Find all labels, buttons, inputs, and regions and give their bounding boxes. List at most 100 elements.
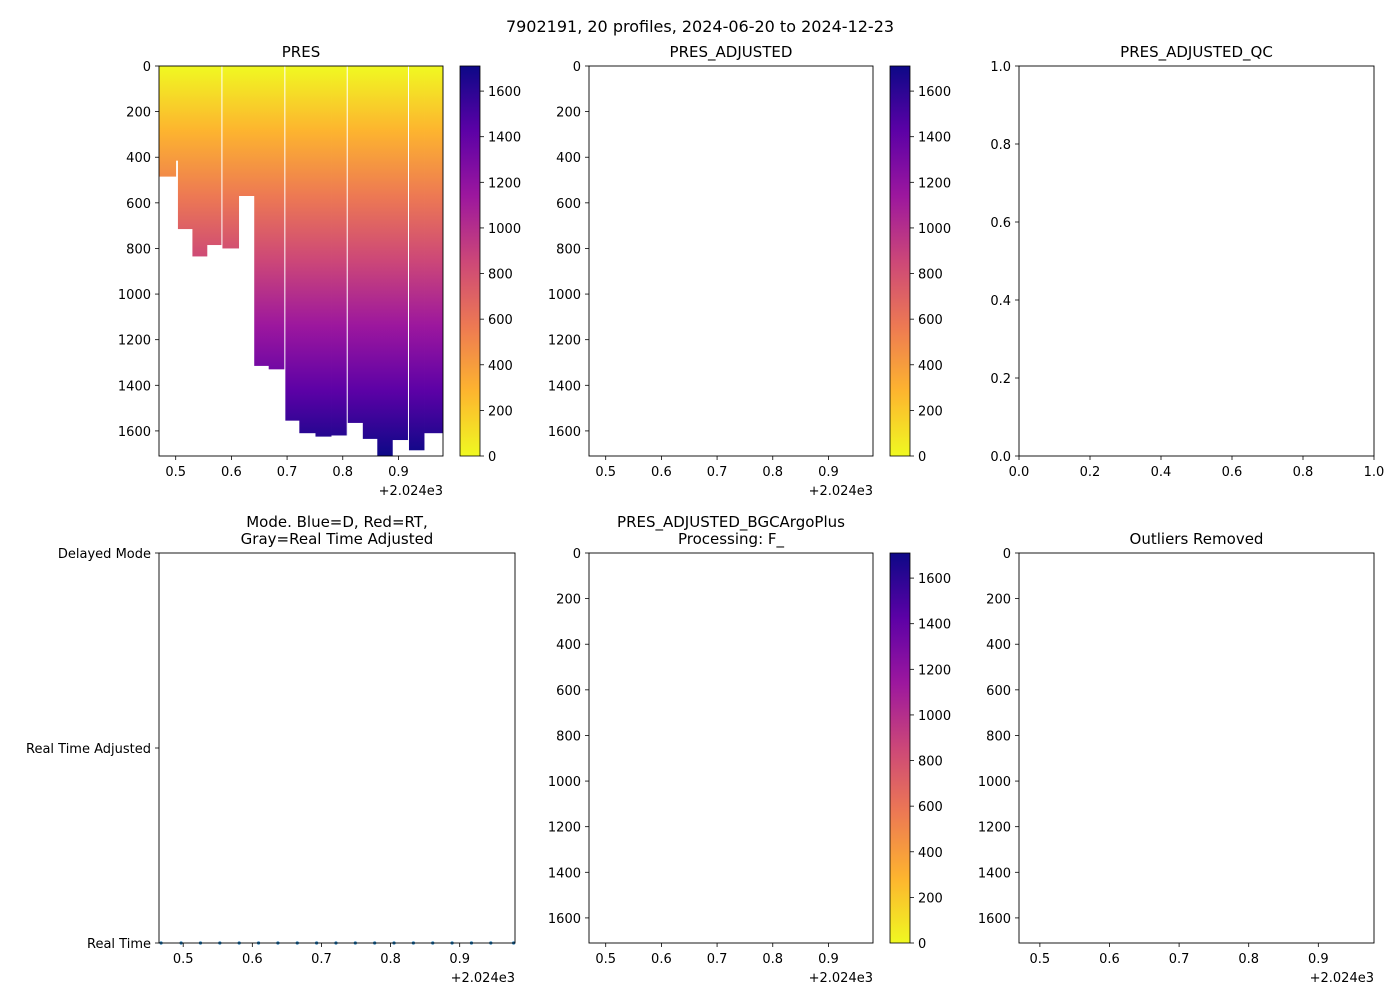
panel-title-line2: Processing: F_ xyxy=(678,530,785,549)
y-tick-label: 800 xyxy=(126,242,151,257)
colorbar-tick-label: 400 xyxy=(488,359,513,374)
profile-column-1 xyxy=(159,66,177,177)
panel-3: 0.0 0.2 0.4 0.6 0.8 1.0 0.0 0.2 0.4 0.6 0.8 1.0 PRES… xyxy=(990,43,1384,480)
colorbar-tick-label: 200 xyxy=(488,404,513,419)
colorbar-tick-label: 800 xyxy=(918,755,943,770)
x-tick-label: 0.9 xyxy=(818,465,839,480)
x-tick-label: 0.6 xyxy=(221,465,242,480)
y-tick-label: 0.2 xyxy=(990,372,1011,387)
x-tick-label: 0.7 xyxy=(277,465,298,480)
x-tick-label: 0.7 xyxy=(1169,952,1190,967)
x-tick-label: 0.6 xyxy=(651,465,672,480)
y-tick-label: 1400 xyxy=(118,379,151,394)
colorbar-tick-label: 1000 xyxy=(488,222,521,237)
profile-column-15 xyxy=(362,66,378,439)
x-tick-label: 0.5 xyxy=(595,465,616,480)
x-tick-label: 0.6 xyxy=(1222,465,1243,480)
x-offset-label: +2.024e3 xyxy=(1310,971,1374,986)
colorbar-tick-label: 1200 xyxy=(918,176,951,191)
figure-suptitle: 7902191, 20 profiles, 2024-06-20 to 2024… xyxy=(506,17,894,36)
profile-column-14 xyxy=(347,66,364,423)
colorbar-tick-label: 1000 xyxy=(918,709,951,724)
y-tick-label: 1000 xyxy=(978,775,1011,790)
y-tick-label: 1400 xyxy=(548,866,581,881)
axes-frame xyxy=(158,65,444,457)
y-tick-label: 1600 xyxy=(978,912,1011,927)
colorbar-tick-label: 1400 xyxy=(918,131,951,146)
y-tick-label: 1400 xyxy=(548,379,581,394)
colorbar-tick-label: 1200 xyxy=(488,176,521,191)
profile-column-11 xyxy=(299,66,316,434)
y-tick-label: 200 xyxy=(986,593,1011,608)
y-tick-label: 0 xyxy=(573,60,581,75)
x-tick-label: 0.5 xyxy=(173,952,194,967)
y-tick-label: 0 xyxy=(573,547,581,562)
y-tick-label: 600 xyxy=(556,684,581,699)
x-offset-label: +2.024e3 xyxy=(809,484,873,499)
axes-frame xyxy=(158,552,516,944)
panel-2: 0.5 0.6 0.7 0.8 0.9 0 200 400 600 800 1000 1200 1400… xyxy=(548,43,951,499)
colorbar-tick-label: 0 xyxy=(918,450,926,465)
panel-title: PRES_ADJUSTED_QC xyxy=(1120,43,1273,62)
y-tick-label: 0.8 xyxy=(990,138,1011,153)
colorbar-tick-label: 1000 xyxy=(918,222,951,237)
colorbar-tick-label: 600 xyxy=(918,313,943,328)
axes-frame xyxy=(588,65,874,457)
profiles xyxy=(159,66,443,456)
y-tick-label: 1200 xyxy=(978,821,1011,836)
x-offset-label: +2.024e3 xyxy=(809,971,873,986)
colorbar: 0 200 400 600 800 1000 1200 1400 1600 xyxy=(889,552,951,952)
colorbar-tick-label: 800 xyxy=(918,268,943,283)
y-tick-label: 1600 xyxy=(548,425,581,440)
panel-title: Outliers Removed xyxy=(1130,530,1264,548)
x-tick-label: 0.5 xyxy=(595,952,616,967)
colorbar-tick-label: 1400 xyxy=(488,131,521,146)
colorbar-tick-label: 1200 xyxy=(918,663,951,678)
y-tick-label: 200 xyxy=(556,593,581,608)
y-tick-label: 1200 xyxy=(118,334,151,349)
x-tick-label: 0.0 xyxy=(1009,465,1030,480)
x-tick-label: 0.9 xyxy=(388,465,409,480)
profile-column-7 xyxy=(238,66,255,196)
y-tick-label: 0.4 xyxy=(990,294,1011,309)
colorbar-tick-label: 1400 xyxy=(918,618,951,633)
y-tick-label: 400 xyxy=(986,638,1011,653)
colorbar-tick-label: 1600 xyxy=(488,85,521,100)
x-tick-label: 0.4 xyxy=(1151,465,1172,480)
x-tick-label: 0.6 xyxy=(651,952,672,967)
y-tick-label: 600 xyxy=(126,197,151,212)
colorbar-gradient xyxy=(889,65,911,457)
colorbar-tick-label: 600 xyxy=(488,313,513,328)
colorbar-tick-label: 400 xyxy=(918,846,943,861)
y-tick-label: 600 xyxy=(556,197,581,212)
y-tick-label: 1600 xyxy=(548,912,581,927)
x-tick-label: 0.8 xyxy=(1238,952,1259,967)
x-tick-label: 1.0 xyxy=(1364,465,1385,480)
profile-column-3 xyxy=(177,66,193,230)
y-tick-label: 600 xyxy=(986,684,1011,699)
panel-title: PRES_ADJUSTED_BGCArgoPlus xyxy=(617,513,845,532)
x-tick-label: 0.5 xyxy=(165,465,186,480)
profile-column-4 xyxy=(192,66,208,257)
colorbar-gradient xyxy=(459,65,481,457)
colorbar-tick-label: 200 xyxy=(918,404,943,419)
colorbar-tick-label: 1600 xyxy=(918,572,951,587)
y-tick-label: 800 xyxy=(986,729,1011,744)
colorbar-tick-label: 0 xyxy=(918,937,926,952)
y-tick-label: Real Time Adjusted xyxy=(26,742,151,757)
y-tick-label: 0.6 xyxy=(990,216,1011,231)
y-tick-label: 1000 xyxy=(548,775,581,790)
profile-column-6 xyxy=(221,66,240,249)
axes-frame xyxy=(1018,65,1375,457)
x-tick-label: 0.9 xyxy=(1308,952,1329,967)
x-tick-label: 0.7 xyxy=(311,952,332,967)
panel-title: Mode. Blue=D, Red=RT, xyxy=(246,513,428,531)
y-tick-label: 0.0 xyxy=(990,450,1011,465)
colorbar: 0 200 400 600 800 1000 1200 1400 1600 xyxy=(459,65,521,465)
y-tick-label: 1.0 xyxy=(990,60,1011,75)
y-tick-label: 0 xyxy=(1003,547,1011,562)
x-tick-label: 0.7 xyxy=(707,465,728,480)
y-tick-label: 800 xyxy=(556,729,581,744)
y-tick-label: Delayed Mode xyxy=(58,547,151,562)
